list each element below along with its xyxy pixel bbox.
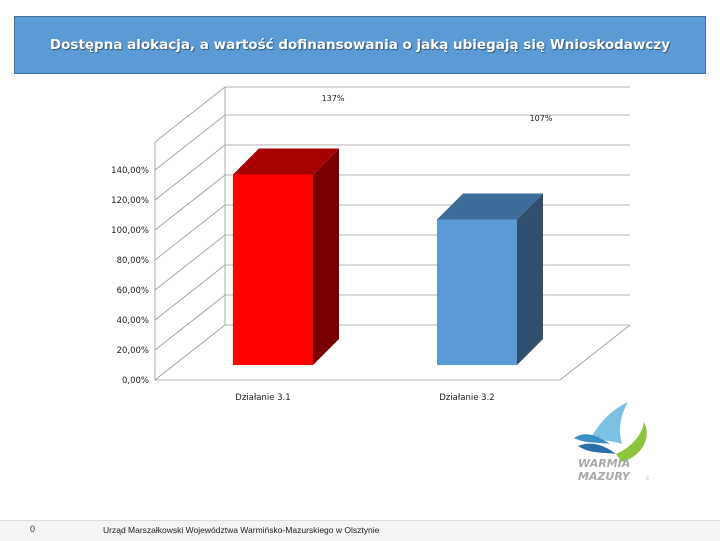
- logo-text-line1: WARMIA: [578, 457, 630, 470]
- gridline-side-6: [154, 144, 226, 201]
- y-tick-label-0: 0,00%: [122, 376, 149, 386]
- bar-side-2: [517, 193, 543, 365]
- gridline-side-0: [154, 324, 226, 381]
- logo-text-line2: MAZURY: [578, 470, 631, 483]
- gridline-side-3: [154, 234, 226, 291]
- slide-title-box: Dostępna alokacja, a wartość dofinansowa…: [14, 16, 706, 74]
- logo-registered-mark: c: [646, 475, 649, 482]
- bar-front-1: [233, 174, 313, 365]
- data-label-2: 107%: [530, 114, 553, 123]
- y-tick-label-5: 100,00%: [111, 226, 149, 236]
- bar-side-1: [313, 148, 339, 365]
- page-number: 0: [30, 524, 36, 534]
- bar-top-2: [437, 193, 543, 220]
- chart-bars: [233, 148, 543, 365]
- gridline-side-1: [154, 294, 226, 351]
- footer-organization: Urząd Marszałkowski Województwa Warmińsk…: [103, 525, 380, 535]
- bar-front-2: [437, 219, 517, 365]
- gridline-side-2: [154, 264, 226, 321]
- chart-axes: [154, 87, 631, 381]
- bar-top-1: [233, 148, 339, 175]
- gridline-side-4: [154, 204, 226, 261]
- y-tick-label-7: 140,00%: [111, 166, 149, 176]
- chart-gridlines: [154, 86, 630, 381]
- y-tick-label-2: 40,00%: [117, 316, 149, 326]
- bar-chart: 0,00% 20,00% 40,00% 60,00% 80,00% 100,00% 120,…: [111, 86, 631, 403]
- category-label-2: Działanie 3.2: [439, 393, 494, 403]
- warmia-mazury-logo: WARMIA MAZURY c: [574, 402, 649, 483]
- data-label-1: 137%: [322, 94, 345, 103]
- y-tick-label-1: 20,00%: [117, 346, 149, 356]
- footer-bar: 0 Urząd Marszałkowski Województwa Warmiń…: [0, 520, 720, 541]
- gridline-side-ceiling: [154, 86, 226, 143]
- y-tick-label-3: 60,00%: [117, 286, 149, 296]
- y-tick-label-6: 120,00%: [111, 196, 149, 206]
- y-tick-label-4: 80,00%: [117, 256, 149, 266]
- gridline-side-5: [154, 174, 226, 231]
- floor-right-edge: [559, 324, 631, 381]
- slide-title: Dostępna alokacja, a wartość dofinansowa…: [49, 37, 671, 53]
- gridline-side-7: [154, 114, 226, 171]
- chart-labels: 0,00% 20,00% 40,00% 60,00% 80,00% 100,00% 120,…: [111, 94, 553, 403]
- category-label-1: Działanie 3.1: [235, 393, 290, 403]
